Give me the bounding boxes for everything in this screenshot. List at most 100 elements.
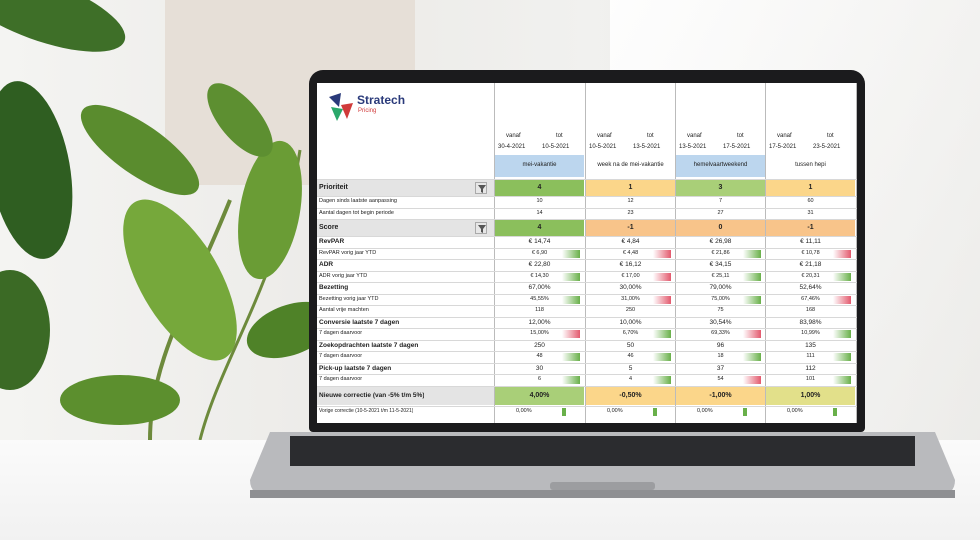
period-from-date: 30-4-2021: [498, 144, 526, 150]
metric-label: Bezetting: [319, 284, 349, 291]
period-from-date: 17-5-2021: [769, 144, 797, 150]
data-bar: [562, 376, 580, 384]
data-bar: [653, 376, 671, 384]
metric-value: 50: [626, 341, 635, 349]
row-divider: [317, 282, 857, 283]
prioriteit-label: Prioriteit: [319, 184, 348, 191]
metric-value: 118: [535, 307, 544, 313]
row-divider: [317, 207, 857, 209]
period-tot-label: tot: [647, 133, 654, 139]
metric-value: 30: [535, 364, 544, 372]
metric-value: 75,00%: [711, 295, 730, 302]
metric-value: 10,00%: [619, 318, 642, 326]
score-value: 0: [718, 224, 723, 231]
metric-value: 31,00%: [621, 295, 640, 302]
prioriteit-value-band: [586, 180, 675, 196]
data-bar: [833, 376, 851, 384]
correctie-label-band: [317, 386, 494, 405]
row-divider: [317, 374, 857, 375]
metric-value: 168: [805, 307, 816, 313]
data-bar: [833, 272, 851, 281]
metric-value: 31: [807, 209, 814, 216]
period-to-date: 13-5-2021: [633, 144, 661, 150]
period-to-date: 23-5-2021: [813, 144, 841, 150]
metric-label: 7 dagen daarvoor: [319, 376, 363, 382]
correctie-value[interactable]: -0,50%: [619, 391, 642, 399]
row-divider: [317, 236, 857, 237]
data-bar: [653, 353, 671, 361]
metric-label: Pick-up laatste 7 dagen: [319, 364, 392, 372]
metric-value: 60: [807, 198, 814, 204]
data-bar: [833, 353, 851, 361]
metric-value: 6: [537, 376, 542, 382]
correctie-value-band: [586, 386, 675, 405]
metric-value: 69,33%: [711, 330, 730, 336]
data-bar: [743, 249, 761, 258]
metric-value: 46: [627, 353, 634, 359]
metric-value: € 14,74: [528, 238, 551, 245]
data-bar: [743, 330, 761, 338]
filter-icon[interactable]: [475, 222, 487, 234]
metric-value: 10: [536, 198, 543, 204]
metric-value: 6,70%: [622, 330, 639, 336]
data-bar: [653, 272, 671, 281]
metric-label: Bezetting vorig jaar YTD: [319, 295, 379, 302]
row-divider: [317, 293, 857, 295]
brand-tagline: Pricing: [358, 108, 377, 114]
row-divider: [317, 339, 857, 341]
prioriteit-value: 1: [628, 184, 633, 191]
period-name-band: [495, 155, 584, 177]
data-bar: [833, 295, 851, 304]
stratech-logo-icon: [329, 93, 353, 121]
data-bar: [833, 249, 851, 258]
vorige-correctie-label: Vorige correctie (10-5-2021 t/m 11-5-202…: [319, 407, 414, 414]
metric-value: 250: [534, 341, 545, 349]
metric-value: 54: [717, 376, 724, 382]
metric-label: RevPAR: [319, 238, 345, 245]
period-name: week na de mei-vakantie: [597, 162, 664, 168]
period-name: hemelvaartweekend: [693, 162, 748, 168]
metric-value: € 26,98: [709, 238, 732, 245]
period-tot-label: tot: [737, 133, 744, 139]
metric-value: 23: [627, 209, 634, 216]
metric-label: Aantal dagen tot begin periode: [319, 209, 394, 216]
metric-value: 12: [627, 198, 634, 204]
data-bar: [743, 407, 747, 416]
column-divider: [765, 83, 766, 423]
row-divider: [317, 196, 857, 197]
column-divider: [585, 83, 586, 423]
score-value-band: [766, 220, 855, 236]
row-divider: [317, 247, 857, 249]
correctie-value[interactable]: 1,00%: [800, 391, 821, 399]
score-value-band: [586, 220, 675, 236]
metric-value: 10,99%: [801, 330, 820, 336]
metric-value: 30,54%: [709, 318, 732, 326]
period-from-date: 10-5-2021: [589, 144, 617, 150]
correctie-value[interactable]: -1,00%: [709, 391, 732, 399]
metric-value: 14: [536, 209, 543, 216]
data-bar: [653, 330, 671, 338]
prioriteit-value: 4: [537, 184, 542, 191]
metric-value: 79,00%: [709, 284, 732, 291]
column-divider: [675, 83, 676, 423]
data-bar: [562, 272, 580, 281]
metric-value: 111: [806, 353, 815, 359]
metric-value: 75: [717, 307, 724, 313]
metric-value: 5: [628, 364, 633, 372]
data-bar: [833, 330, 851, 338]
row-divider: [317, 305, 857, 306]
column-divider: [856, 83, 857, 423]
period-tot-label: tot: [827, 133, 834, 139]
correctie-value[interactable]: 4,00%: [529, 391, 550, 399]
data-bar: [743, 295, 761, 304]
filter-icon[interactable]: [475, 182, 487, 194]
data-bar: [833, 407, 837, 416]
metric-value: 18: [717, 353, 724, 359]
prioriteit-value: 3: [718, 184, 723, 191]
metric-value: 37: [716, 364, 725, 372]
metric-value: € 21,18: [799, 261, 822, 268]
prioriteit-value: 1: [808, 184, 813, 191]
prioriteit-value-band: [766, 180, 855, 196]
metric-label: ADR vorig jaar YTD: [319, 272, 368, 279]
metric-value: € 17,00: [621, 272, 640, 279]
